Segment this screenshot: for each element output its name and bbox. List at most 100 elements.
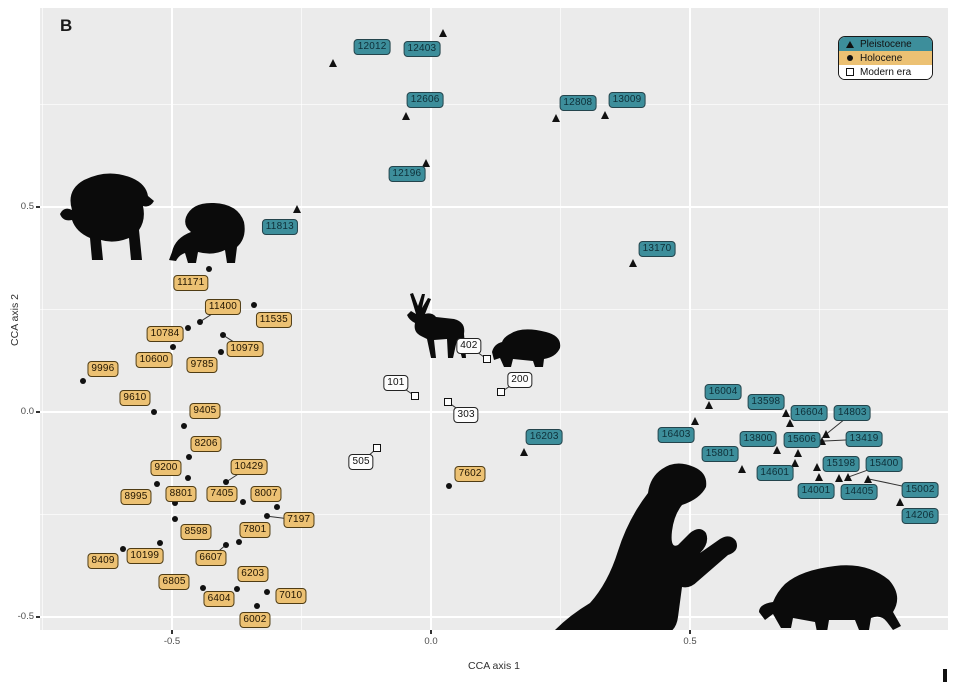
data-point-label: 15002 — [901, 481, 939, 498]
data-point-label: 6607 — [195, 549, 227, 566]
data-point-marker — [263, 513, 270, 520]
data-point-label: 14405 — [840, 484, 878, 500]
data-point-label: 9996 — [87, 360, 119, 377]
data-point-label: 16203 — [525, 429, 563, 446]
data-point-label: 6002 — [239, 611, 271, 628]
data-point-label: 16004 — [704, 384, 742, 401]
data-point-marker — [119, 545, 126, 552]
data-point-label: 7010 — [275, 587, 307, 604]
data-point-label: 11171 — [173, 274, 209, 291]
data-point-label: 14803 — [833, 405, 871, 422]
data-point-marker — [239, 499, 246, 506]
data-point-label: 11535 — [255, 311, 292, 328]
leader-lines — [199, 306, 921, 559]
data-point-marker — [233, 586, 240, 593]
y-tick-label: 0.5 — [20, 201, 34, 212]
deer-silhouette — [407, 293, 466, 358]
data-point-label: 15801 — [701, 445, 739, 462]
data-point-label: 303 — [453, 407, 479, 424]
data-point-label: 10784 — [146, 325, 184, 342]
data-point-marker — [172, 516, 179, 522]
data-point-marker — [785, 419, 794, 428]
data-point-label: 7197 — [283, 512, 315, 529]
major-gridline-h — [40, 616, 948, 618]
major-gridline-h — [40, 411, 948, 413]
y-axis-title: CCA axis 2 — [9, 294, 21, 346]
data-point-marker — [185, 324, 192, 331]
data-point-marker — [157, 540, 164, 547]
data-point-marker — [250, 301, 257, 308]
data-point-marker — [791, 458, 800, 467]
minor-gridline-v — [301, 8, 302, 630]
data-point-label: 6805 — [158, 573, 190, 590]
data-point-label: 7405 — [206, 486, 238, 503]
data-point-marker — [185, 475, 192, 481]
data-point-marker — [812, 462, 821, 471]
data-point-marker — [329, 59, 338, 68]
data-point-label: 15198 — [822, 455, 860, 472]
data-point-label: 9405 — [189, 402, 221, 419]
y-tick-mark — [36, 206, 40, 208]
data-point-label: 14601 — [756, 464, 794, 481]
data-point-marker — [814, 473, 823, 482]
data-point-label: 8206 — [190, 436, 222, 453]
data-point-marker — [438, 29, 447, 38]
data-point-marker — [410, 392, 419, 400]
data-point-marker — [172, 500, 179, 507]
data-point-marker — [601, 111, 610, 120]
x-tick-mark — [689, 630, 691, 634]
data-point-marker — [496, 387, 505, 396]
y-tick-mark — [36, 616, 40, 618]
data-point-label: 16604 — [790, 405, 828, 422]
data-point-label: 11813 — [261, 219, 298, 236]
circle-icon — [845, 55, 855, 61]
data-point-marker — [444, 398, 453, 407]
data-point-marker — [402, 111, 411, 120]
data-point-marker — [835, 474, 844, 482]
data-point-marker — [781, 408, 790, 417]
data-point-label: 402 — [456, 338, 482, 355]
data-point-marker — [200, 584, 207, 591]
triangle-icon — [845, 40, 855, 48]
data-point-label: 9785 — [186, 357, 218, 374]
data-point-label: 12606 — [406, 91, 444, 108]
data-point-marker — [205, 265, 212, 272]
data-point-marker — [373, 444, 382, 453]
data-point-marker — [292, 205, 301, 214]
y-tick-mark — [36, 411, 40, 413]
data-point-label: 10429 — [230, 459, 268, 476]
data-point-label: 10979 — [226, 340, 264, 357]
data-point-label: 15606 — [783, 432, 821, 448]
minor-gridline-h — [40, 104, 948, 105]
data-point-label: 13009 — [608, 92, 646, 109]
open-square-icon — [845, 68, 855, 76]
legend-label: Modern era — [860, 66, 912, 78]
data-point-label: 6203 — [237, 566, 269, 583]
data-point-marker — [895, 498, 904, 507]
data-point-marker — [150, 409, 157, 415]
data-point-label: 12808 — [559, 95, 597, 112]
data-point-marker — [691, 417, 700, 426]
data-point-marker — [218, 349, 225, 356]
x-tick-label: 0.0 — [424, 636, 438, 647]
data-point-label: 12196 — [388, 166, 426, 183]
plot-panel: 12012 12403 12606 12808 13009 12196 11813 13170… — [40, 8, 948, 630]
data-point-marker — [235, 538, 242, 545]
x-axis-title: CCA axis 1 — [468, 660, 520, 672]
data-point-label: 8007 — [250, 486, 282, 503]
crop-mark — [943, 669, 947, 682]
data-point-label: 10199 — [126, 547, 164, 564]
y-tick-label: 0.0 — [20, 406, 34, 417]
minor-gridline-v — [819, 8, 820, 630]
data-point-label: 200 — [507, 371, 533, 388]
x-tick-mark — [171, 630, 173, 634]
x-tick-label: -0.5 — [163, 636, 181, 647]
data-point-marker — [864, 474, 873, 483]
data-point-marker — [170, 343, 177, 350]
data-point-marker — [222, 541, 229, 548]
data-point-marker — [520, 448, 529, 457]
minor-gridline-v — [42, 8, 43, 630]
data-point-label: 7602 — [454, 465, 486, 482]
data-point-label: 13800 — [739, 431, 777, 448]
